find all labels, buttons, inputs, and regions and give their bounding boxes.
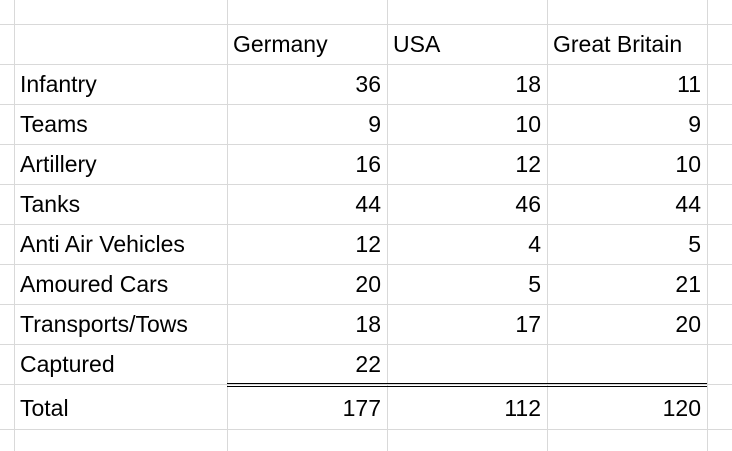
number-cell: 20 — [355, 271, 381, 297]
grid-line — [227, 0, 228, 451]
number-cell: 21 — [675, 271, 701, 297]
text-cell: Amoured Cars — [20, 271, 169, 297]
text-cell: Great Britain — [553, 31, 683, 57]
number-cell: 17 — [515, 311, 541, 337]
number-cell: 120 — [662, 395, 701, 421]
number-cell: 22 — [355, 351, 381, 377]
text-cell: Tanks — [20, 191, 81, 217]
text-cell: Anti Air Vehicles — [20, 231, 185, 257]
grid-line — [0, 24, 732, 25]
grid-line — [0, 304, 732, 305]
grid-line — [387, 0, 388, 451]
text-cell: Captured — [20, 351, 115, 377]
number-cell: 12 — [355, 231, 381, 257]
grid-line — [547, 0, 548, 451]
text-cell: Teams — [20, 111, 88, 137]
grid-line — [0, 184, 732, 185]
grid-line — [0, 344, 732, 345]
number-cell: 20 — [675, 311, 701, 337]
grid-line — [0, 429, 732, 430]
number-cell: 44 — [675, 191, 701, 217]
grid-line — [0, 104, 732, 105]
number-cell: 5 — [688, 231, 701, 257]
grid-line — [0, 144, 732, 145]
number-cell: 5 — [528, 271, 541, 297]
number-cell: 9 — [368, 111, 381, 137]
number-cell: 18 — [355, 311, 381, 337]
grid-line — [14, 0, 15, 451]
text-cell: Transports/Tows — [20, 311, 188, 337]
number-cell: 36 — [355, 71, 381, 97]
text-cell: Total — [20, 395, 69, 421]
number-cell: 177 — [342, 395, 381, 421]
number-cell: 4 — [528, 231, 541, 257]
grid-line — [0, 224, 732, 225]
number-cell: 16 — [355, 151, 381, 177]
text-cell: Infantry — [20, 71, 97, 97]
number-cell: 18 — [515, 71, 541, 97]
number-cell: 9 — [688, 111, 701, 137]
number-cell: 12 — [515, 151, 541, 177]
text-cell: USA — [393, 31, 441, 57]
number-cell: 11 — [677, 71, 701, 97]
double-border — [227, 383, 707, 384]
grid-line — [0, 264, 732, 265]
text-cell: Artillery — [20, 151, 97, 177]
double-border — [227, 386, 707, 387]
grid-line — [0, 64, 732, 65]
number-cell: 112 — [504, 395, 541, 421]
number-cell: 10 — [515, 111, 541, 137]
grid-line — [707, 0, 708, 451]
number-cell: 44 — [355, 191, 381, 217]
number-cell: 10 — [675, 151, 701, 177]
grid-line — [0, 384, 732, 385]
number-cell: 46 — [515, 191, 541, 217]
text-cell: Germany — [233, 31, 328, 57]
